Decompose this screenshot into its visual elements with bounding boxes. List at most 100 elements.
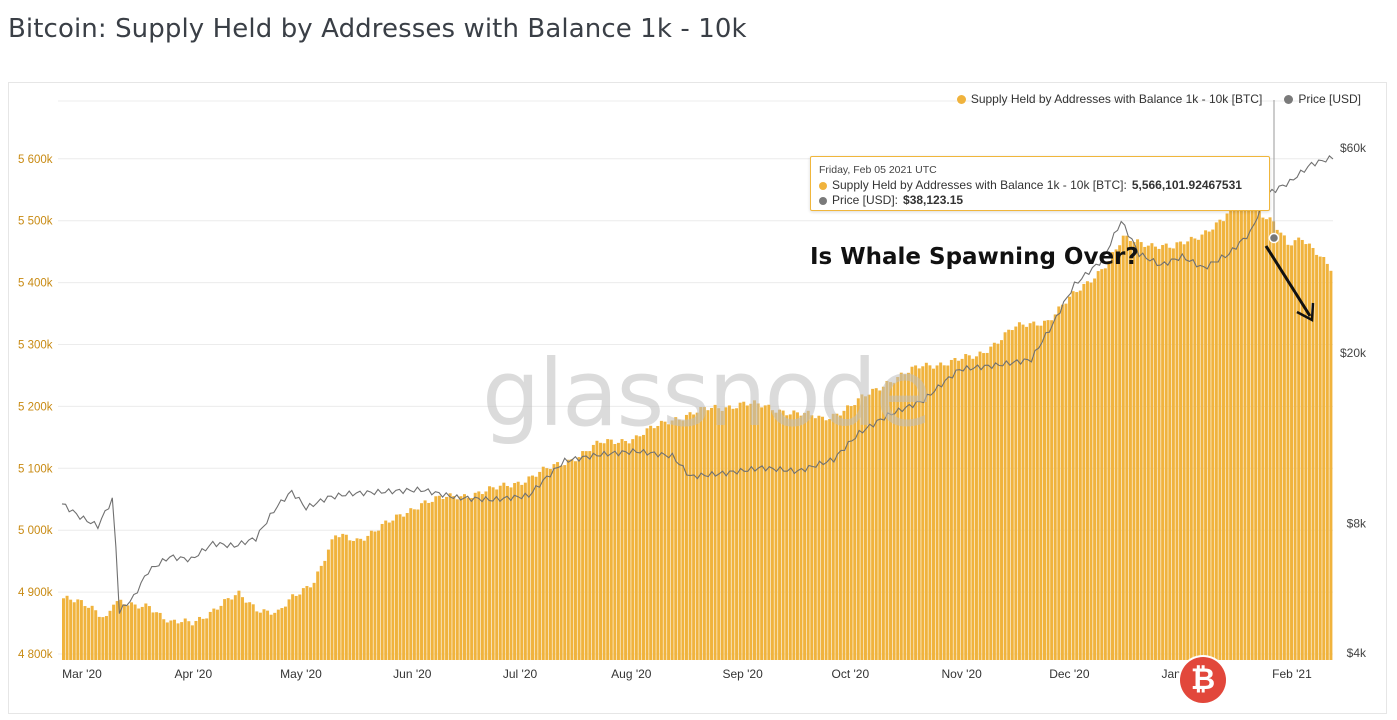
supply-bar [122,604,126,660]
supply-bar [878,390,882,660]
supply-bar [502,482,506,660]
supply-bar [1118,245,1122,661]
supply-bar [1318,256,1322,660]
supply-bar [778,409,782,660]
supply-bar [1329,270,1333,660]
supply-bar [688,412,692,660]
supply-bar [326,549,330,660]
supply-bar [1243,183,1247,660]
supply-bar [452,496,456,660]
supply-bar [491,487,495,660]
supply-bar [914,365,918,660]
supply-bar [738,402,742,660]
supply-bar [1322,257,1326,660]
supply-bar [924,362,928,660]
supply-bar [552,464,556,660]
supply-bar [1207,231,1211,660]
supply-bar [258,612,262,660]
supply-bar [1282,235,1286,660]
supply-bar [362,540,366,660]
supply-bar [445,496,449,660]
y-left-tick-label: 5 100k [18,463,53,475]
legend-price-label: Price [USD] [1298,92,1361,106]
supply-bar [108,610,112,660]
legend-item-price[interactable]: Price [USD] [1284,92,1361,106]
supply-bar [462,494,466,660]
tooltip-supply-row: Supply Held by Addresses with Balance 1k… [819,178,1261,193]
supply-bar [158,612,162,660]
supply-bar [871,388,875,660]
supply-bar [90,605,94,660]
supply-bar [291,594,295,660]
supply-bar [516,481,520,660]
legend-item-supply[interactable]: Supply Held by Addresses with Balance 1k… [956,92,1262,106]
supply-bar [1297,237,1301,660]
supply-bar [838,415,842,660]
supply-bar [441,498,445,660]
supply-bar [889,382,893,660]
supply-bar [1114,249,1118,660]
supply-bar [684,414,688,660]
supply-bar [233,595,237,660]
supply-bar [1250,194,1254,660]
supply-bar [219,605,223,660]
supply-bar [667,424,671,660]
supply-bar [821,416,824,660]
y-right-tick-label: $4k [1347,646,1367,660]
x-tick-label: Sep '20 [722,667,763,681]
supply-bar [1293,240,1297,660]
supply-bar [599,442,603,660]
supply-bar [767,404,771,660]
tooltip-price-row: Price [USD]: $38,123.15 [819,193,1261,208]
supply-bar [165,622,169,660]
supply-bar [735,408,739,660]
supply-bar [1121,235,1125,660]
supply-bar [1107,261,1111,660]
supply-bar [130,602,134,660]
supply-bar [727,405,731,660]
supply-bar [298,594,302,660]
supply-bar [1053,314,1057,660]
supply-bar [1153,246,1157,660]
supply-bar [642,434,645,660]
supply-bar [960,358,964,660]
tooltip-supply-dot-icon [819,181,827,190]
supply-bar [205,618,209,660]
supply-bar [1035,325,1039,660]
supply-bar [373,531,377,660]
supply-bar [1307,243,1311,660]
annotation-text: Is Whale Spawning Over? [810,244,1139,270]
supply-bar [670,420,674,660]
supply-bar [316,571,320,660]
supply-bar [652,428,656,660]
supply-bar [681,420,685,660]
supply-bar [702,407,706,660]
axis-labels: 4 800k 4 900k 5 000k 5 100k 5 200k 5 300k 5 40… [18,141,1367,681]
supply-bar [434,496,438,660]
supply-bar [1050,320,1054,660]
supply-bar [1003,332,1007,660]
supply-bar [752,400,756,660]
supply-bar [280,608,284,660]
supply-bar [949,359,953,660]
supply-bar [459,496,463,660]
supply-bar [241,597,244,660]
supply-bar [94,610,98,660]
supply-bar [437,495,441,660]
supply-bar [910,366,914,660]
supply-bar [119,599,123,660]
supply-bar [337,537,341,660]
supply-bar [1132,241,1136,660]
trend-arrow-line [1264,245,1312,317]
supply-bar [531,475,534,660]
supply-bar [964,354,968,660]
supply-bar [301,588,305,660]
supply-bar [79,600,83,660]
supply-bar [795,412,799,660]
x-tick-label: Apr '20 [174,667,212,681]
supply-bar [394,514,398,660]
supply-bar [505,485,509,660]
supply-bar [466,497,470,660]
supply-bar [695,412,699,660]
